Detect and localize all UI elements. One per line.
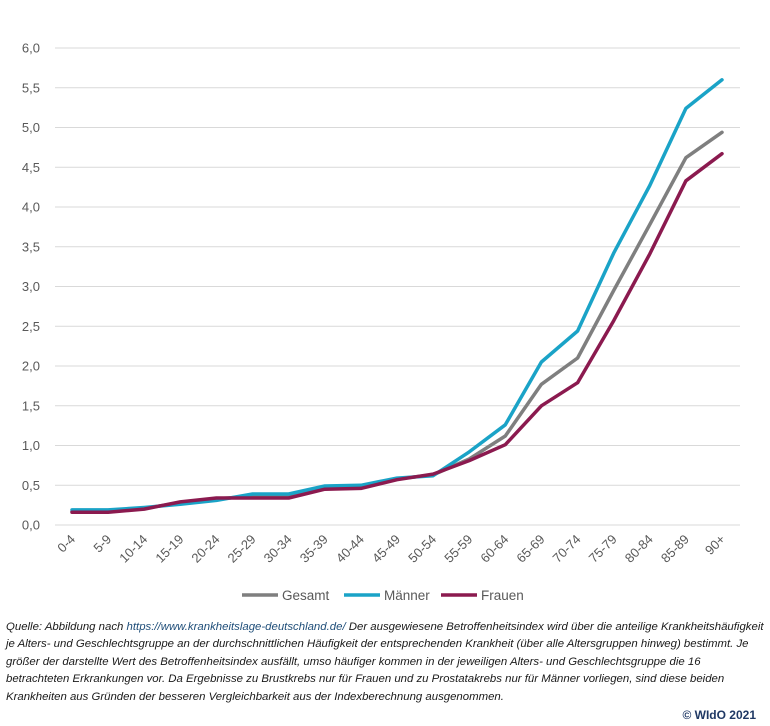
x-tick-label: 30-34 bbox=[261, 532, 295, 566]
x-tick-label: 45-49 bbox=[369, 532, 403, 566]
y-tick-label: 0,0 bbox=[22, 518, 40, 533]
legend-label: Männer bbox=[384, 588, 430, 603]
y-tick-label: 0,5 bbox=[22, 478, 40, 493]
series-line-frauen bbox=[70, 151, 724, 515]
y-tick-label: 1,0 bbox=[22, 438, 40, 453]
x-tick-label: 25-29 bbox=[225, 532, 259, 566]
source-link[interactable]: https://www.krankheitslage-deutschland.d… bbox=[126, 621, 346, 633]
x-tick-label: 75-79 bbox=[586, 532, 620, 566]
x-tick-label: 55-59 bbox=[441, 532, 475, 566]
x-tick-label: 70-74 bbox=[550, 532, 584, 566]
x-tick-label: 15-19 bbox=[152, 532, 186, 566]
y-tick-label: 6,0 bbox=[22, 41, 40, 56]
y-tick-label: 4,5 bbox=[22, 160, 40, 175]
x-tick-label: 80-84 bbox=[622, 532, 656, 566]
source-caption: Quelle: Abbildung nach https://www.krank… bbox=[6, 619, 764, 706]
x-tick-label: 65-69 bbox=[513, 532, 547, 566]
x-tick-label: 0-4 bbox=[54, 532, 78, 556]
legend: Gesamt Männer Frauen bbox=[242, 588, 524, 603]
x-tick-label: 10-14 bbox=[116, 532, 150, 566]
x-tick-label: 40-44 bbox=[333, 532, 367, 566]
legend-label: Frauen bbox=[481, 588, 524, 603]
caption-text: Der ausgewiesene Betroffenheitsindex wir… bbox=[6, 621, 764, 703]
series-line-gesamt bbox=[70, 130, 724, 514]
x-tick-label: 50-54 bbox=[405, 532, 439, 566]
x-tick-label: 60-64 bbox=[477, 532, 511, 566]
caption-prefix: Quelle: Abbildung nach bbox=[6, 621, 127, 633]
y-tick-label: 5,5 bbox=[22, 80, 40, 95]
y-tick-label: 3,5 bbox=[22, 239, 40, 254]
copyright: © WIdO 2021 bbox=[682, 708, 756, 722]
y-tick-label: 4,0 bbox=[22, 200, 40, 215]
x-tick-label: 35-39 bbox=[297, 532, 331, 566]
y-tick-label: 5,0 bbox=[22, 120, 40, 135]
line-chart: 0,00,51,01,52,02,53,03,54,04,55,05,56,0 … bbox=[22, 41, 740, 603]
y-axis: 0,0 0,5 1,0 1,5 2,0 2,5 3,0 3,5 4,0 4,5 5,0 5,5 6,0 bbox=[22, 41, 40, 533]
series-lines bbox=[70, 78, 724, 515]
x-tick-label: 85-89 bbox=[658, 532, 692, 566]
legend-label: Gesamt bbox=[282, 588, 330, 603]
y-tick-label: 1,5 bbox=[22, 398, 40, 413]
gridlines bbox=[55, 47, 740, 526]
x-axis: 0-4 5-9 10-14 15-19 20-24 25-29 30-34 35-39 40-4… bbox=[54, 532, 728, 566]
y-tick-label: 2,5 bbox=[22, 319, 40, 334]
x-tick-label: 90+ bbox=[702, 532, 728, 558]
x-tick-label: 5-9 bbox=[90, 532, 114, 556]
y-tick-label: 2,0 bbox=[22, 359, 40, 374]
y-tick-label: 3,0 bbox=[22, 279, 40, 294]
x-tick-label: 20-24 bbox=[188, 532, 222, 566]
